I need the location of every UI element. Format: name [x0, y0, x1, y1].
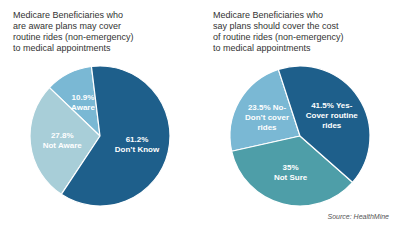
svg-text:rides: rides: [322, 121, 342, 130]
svg-text:Not Aware: Not Aware: [43, 141, 83, 150]
svg-text:27.8%: 27.8%: [51, 131, 74, 140]
svg-text:to medical appointments: to medical appointments: [13, 43, 111, 53]
svg-text:61.2%: 61.2%: [126, 135, 149, 144]
svg-text:10.9%: 10.9%: [72, 93, 95, 102]
svg-text:Medicare Beneficiaries who: Medicare Beneficiaries who: [13, 10, 123, 20]
svg-text:Source: HealthMine: Source: HealthMine: [328, 213, 390, 220]
svg-text:rides: rides: [257, 123, 277, 132]
svg-text:41.5% Yes-: 41.5% Yes-: [311, 101, 353, 110]
svg-text:23.5% No-: 23.5% No-: [248, 103, 287, 112]
svg-text:of routine rides (non-emergenc: of routine rides (non-emergency): [213, 32, 344, 42]
svg-text:routine rides (non-emergency): routine rides (non-emergency): [13, 32, 134, 42]
svg-text:Cover routine: Cover routine: [306, 111, 359, 120]
svg-text:Not Sure: Not Sure: [274, 173, 308, 182]
svg-text:Don’t cover: Don’t cover: [245, 113, 289, 122]
svg-text:35%: 35%: [283, 163, 299, 172]
svg-text:Medicare Beneficiaries who: Medicare Beneficiaries who: [213, 10, 323, 20]
svg-text:say plans should cover the cos: say plans should cover the cost: [213, 21, 339, 31]
svg-text:are aware plans may cover: are aware plans may cover: [13, 21, 121, 31]
svg-text:to medical appointments: to medical appointments: [213, 43, 311, 53]
svg-text:Don’t Know: Don’t Know: [115, 145, 160, 154]
svg-text:Aware: Aware: [71, 103, 95, 112]
